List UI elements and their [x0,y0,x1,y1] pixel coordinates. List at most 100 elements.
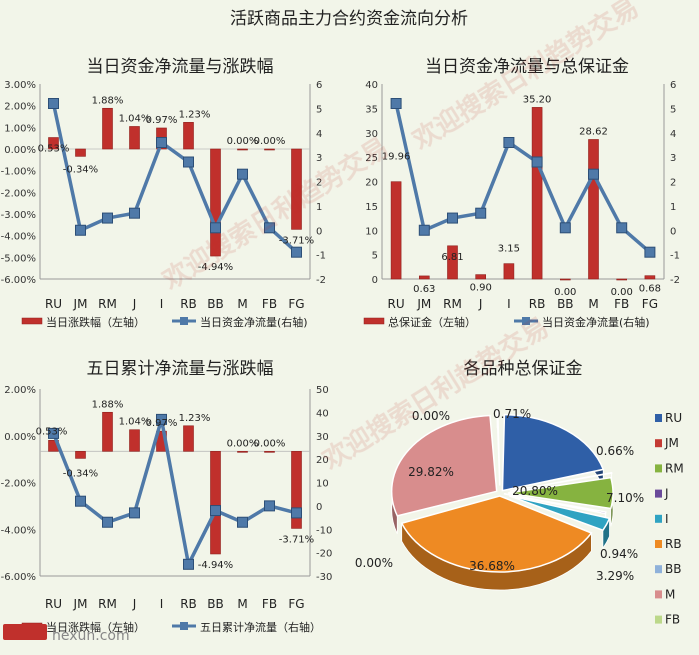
bar [76,451,86,458]
right-axis-tick-label: 5 [670,104,676,115]
legend-swatch [655,414,662,422]
right-axis-tick-label: 6 [316,80,322,91]
line-marker [103,517,113,527]
right-axis-tick-label: -2 [670,275,680,286]
line-marker [184,559,194,569]
line-marker [49,99,59,109]
left-axis-tick-label: -5.00% [1,253,36,264]
bar-data-label: 3.15 [498,244,520,255]
legend-label: I [665,512,669,526]
bar [617,279,627,280]
category-label: RB [180,297,197,311]
line-marker [238,169,248,179]
right-axis-tick-label: -1 [316,251,326,262]
bar-data-label: 1.23% [179,413,211,424]
legend-label: RU [665,411,682,425]
pie-data-label: 29.82% [408,465,454,479]
left-axis-tick-label: 5 [372,251,378,262]
category-label: JM [73,597,88,611]
right-axis-tick-label: 0 [316,502,322,513]
bar-data-label: 0.63 [413,284,435,295]
bar [265,149,275,150]
bar-data-label: 0.53% [36,426,68,437]
legend-swatch [655,439,662,447]
bar-data-label: 0.53% [38,144,70,155]
bar-data-label: 0.00% [254,136,286,147]
legend-label: RM [665,461,684,475]
line-marker [130,508,140,518]
pie-data-label: 0.94% [600,547,638,561]
line-marker [130,208,140,218]
legend-label: 五日累计净流量（右轴） [200,620,321,634]
legend-swatch [655,565,662,573]
bar [391,182,401,279]
footer-brand: hexun.com [52,628,130,644]
pie-data-label: 3.29% [596,569,634,583]
category-label: RM [443,297,462,311]
category-label: J [478,297,483,311]
left-axis-tick-label: 20 [365,178,378,189]
bar [184,122,194,149]
bar [560,279,570,280]
left-axis-tick-label: -4.00% [1,232,36,243]
bar [238,149,248,150]
pie-data-label: 0.00% [355,556,393,570]
category-label: J [132,297,137,311]
legend-swatch [655,464,662,472]
category-label: FB [262,297,277,311]
category-label: JM [73,297,88,311]
bar [419,276,429,279]
footer-logo-badge [3,624,47,640]
bar [504,264,514,279]
legend-swatch [655,616,662,624]
line-marker [103,213,113,223]
left-axis-tick-label: 40 [365,80,378,91]
legend-label: 当日资金净流量(右轴) [200,315,308,329]
category-label: I [160,597,164,611]
right-axis-tick-label: 0 [670,226,676,237]
chart-title: 五日累计净流量与涨跌幅 [87,359,274,379]
line-marker [292,508,302,518]
legend-label: JM [664,436,679,450]
bar [211,451,221,554]
page-title: 活跃商品主力合约资金流向分析 [230,9,468,29]
category-label: I [160,297,164,311]
left-axis-tick-label: -1.00% [1,167,36,178]
line-marker [391,99,401,109]
line-marker [419,225,429,235]
category-label: I [507,297,511,311]
bar [265,451,275,452]
bar-data-label: 1.23% [179,109,211,120]
bar [103,108,113,149]
legend-swatch [655,590,662,598]
category-label: RM [98,297,117,311]
category-label: FB [614,297,629,311]
right-axis-tick-label: 10 [316,479,329,490]
chart-daily-flow-vs-margin: 当日资金净流量与总保证金 40353025201510506543210-1-2… [364,57,680,329]
category-label: RU [388,297,405,311]
bar-data-label: -3.71% [279,235,314,246]
bar-data-label: 28.62 [579,126,608,137]
category-label: M [237,297,247,311]
left-axis-tick-label: -6.00% [1,572,36,583]
right-axis-tick-label: 0 [316,226,322,237]
category-label: RU [45,297,62,311]
line-marker [265,501,275,511]
right-axis-tick-label: -20 [316,549,332,560]
bar-data-label: 0.00% [254,438,286,449]
line-marker [448,213,458,223]
right-axis-tick-label: 30 [316,432,329,443]
pie-data-label: 20.80% [512,484,558,498]
line-marker [184,157,194,167]
bar [130,126,140,149]
legend-label: BB [665,562,681,576]
bar-data-label: 0.90 [470,283,492,294]
bar [103,412,113,451]
left-axis-tick-label: 2.00% [4,385,36,396]
left-axis-tick-label: 15 [365,202,378,213]
bar-data-label: -3.71% [279,534,314,545]
left-axis-tick-label: 0 [372,275,378,286]
left-axis-tick-label: 10 [365,226,378,237]
category-label: M [588,297,598,311]
